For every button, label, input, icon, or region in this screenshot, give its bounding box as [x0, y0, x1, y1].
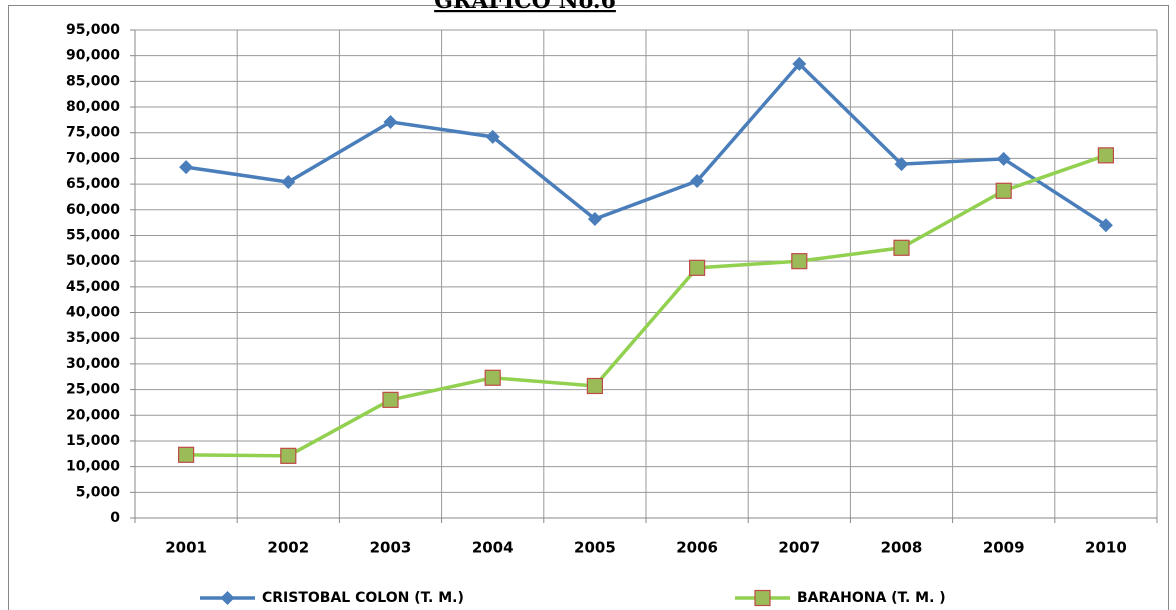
marker	[220, 591, 235, 605]
y-tick-label: 95,000	[66, 22, 120, 38]
marker	[791, 253, 808, 270]
series-line	[185, 61, 1107, 227]
marker	[586, 377, 604, 395]
y-tick-label: 45,000	[66, 279, 120, 295]
y-tick-label: 0	[110, 510, 120, 526]
marker	[484, 369, 501, 386]
y-tick-label: 35,000	[66, 330, 120, 346]
y-tick-label: 60,000	[66, 202, 120, 218]
marker	[1097, 147, 1115, 164]
marker	[382, 391, 399, 408]
marker	[485, 129, 500, 144]
marker	[179, 160, 194, 175]
x-tick-label: 2006	[676, 539, 718, 557]
legend-label: CRISTOBAL COLON (T. M.)	[262, 590, 464, 606]
x-tick-label: 2010	[1085, 539, 1127, 557]
y-tick-label: 50,000	[66, 253, 120, 269]
x-tick-label: 2002	[267, 539, 309, 557]
marker	[280, 447, 297, 464]
series-line	[186, 153, 1107, 458]
marker	[178, 446, 195, 463]
x-tick-label: 2005	[574, 539, 616, 557]
y-tick-label: 15,000	[66, 433, 120, 449]
y-tick-label: 25,000	[66, 382, 120, 398]
y-tick-label: 55,000	[66, 227, 120, 243]
y-tick-label: 80,000	[66, 99, 120, 115]
marker	[383, 114, 398, 129]
y-tick-label: 90,000	[66, 48, 120, 64]
marker	[996, 151, 1011, 166]
x-tick-label: 2003	[370, 539, 412, 557]
marker	[995, 182, 1012, 199]
y-tick-label: 5,000	[76, 484, 121, 500]
y-tick-label: 10,000	[66, 459, 120, 475]
marker	[688, 259, 706, 276]
y-tick-label: 40,000	[66, 305, 120, 321]
y-tick-label: 85,000	[66, 73, 120, 89]
marker	[587, 212, 602, 227]
y-tick-label: 75,000	[66, 125, 120, 141]
legend-label: BARAHONA (T. M. )	[797, 590, 946, 606]
chart-title: GRAFICO No.6	[434, 0, 616, 14]
x-tick-label: 2007	[778, 539, 820, 557]
x-tick-label: 2004	[472, 539, 514, 557]
y-tick-label: 30,000	[66, 356, 120, 372]
x-tick-label: 2008	[881, 539, 923, 557]
x-tick-label: 2009	[983, 539, 1025, 557]
marker	[894, 157, 909, 172]
marker	[893, 239, 910, 256]
marker	[281, 175, 296, 190]
marker	[1098, 218, 1113, 233]
y-tick-label: 70,000	[66, 150, 120, 166]
marker	[690, 174, 705, 189]
chart-border	[8, 5, 1169, 610]
marker	[792, 56, 807, 71]
x-tick-label: 2001	[165, 539, 207, 557]
marker	[754, 589, 771, 607]
y-tick-label: 65,000	[66, 176, 120, 192]
y-tick-label: 20,000	[66, 407, 120, 423]
